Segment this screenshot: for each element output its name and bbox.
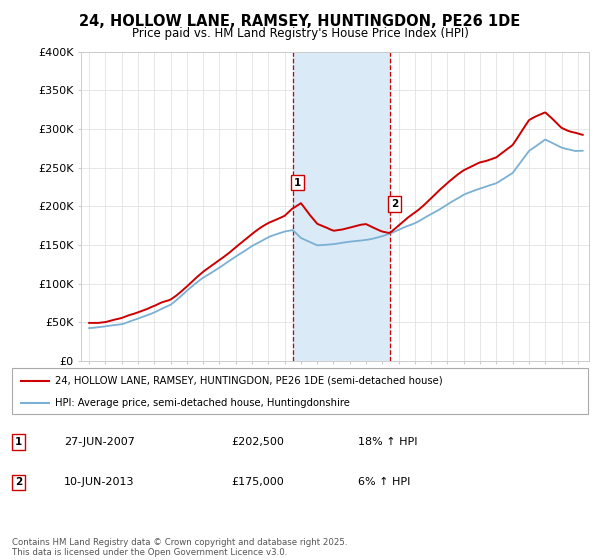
- Text: 18% ↑ HPI: 18% ↑ HPI: [358, 437, 417, 447]
- Text: HPI: Average price, semi-detached house, Huntingdonshire: HPI: Average price, semi-detached house,…: [55, 398, 350, 408]
- Text: 1: 1: [294, 178, 301, 188]
- Text: 24, HOLLOW LANE, RAMSEY, HUNTINGDON, PE26 1DE (semi-detached house): 24, HOLLOW LANE, RAMSEY, HUNTINGDON, PE2…: [55, 376, 443, 386]
- Text: 6% ↑ HPI: 6% ↑ HPI: [358, 478, 410, 488]
- Bar: [293, 52, 389, 361]
- Text: £175,000: £175,000: [231, 478, 284, 488]
- Text: 2: 2: [15, 478, 23, 488]
- Text: Contains HM Land Registry data © Crown copyright and database right 2025.
This d: Contains HM Land Registry data © Crown c…: [12, 538, 347, 557]
- Text: Price paid vs. HM Land Registry's House Price Index (HPI): Price paid vs. HM Land Registry's House …: [131, 27, 469, 40]
- Text: 24, HOLLOW LANE, RAMSEY, HUNTINGDON, PE26 1DE: 24, HOLLOW LANE, RAMSEY, HUNTINGDON, PE2…: [79, 14, 521, 29]
- Text: 1: 1: [15, 437, 23, 447]
- Text: £202,500: £202,500: [231, 437, 284, 447]
- Text: 27-JUN-2007: 27-JUN-2007: [64, 437, 135, 447]
- Text: 2: 2: [391, 199, 398, 209]
- Text: 10-JUN-2013: 10-JUN-2013: [64, 478, 134, 488]
